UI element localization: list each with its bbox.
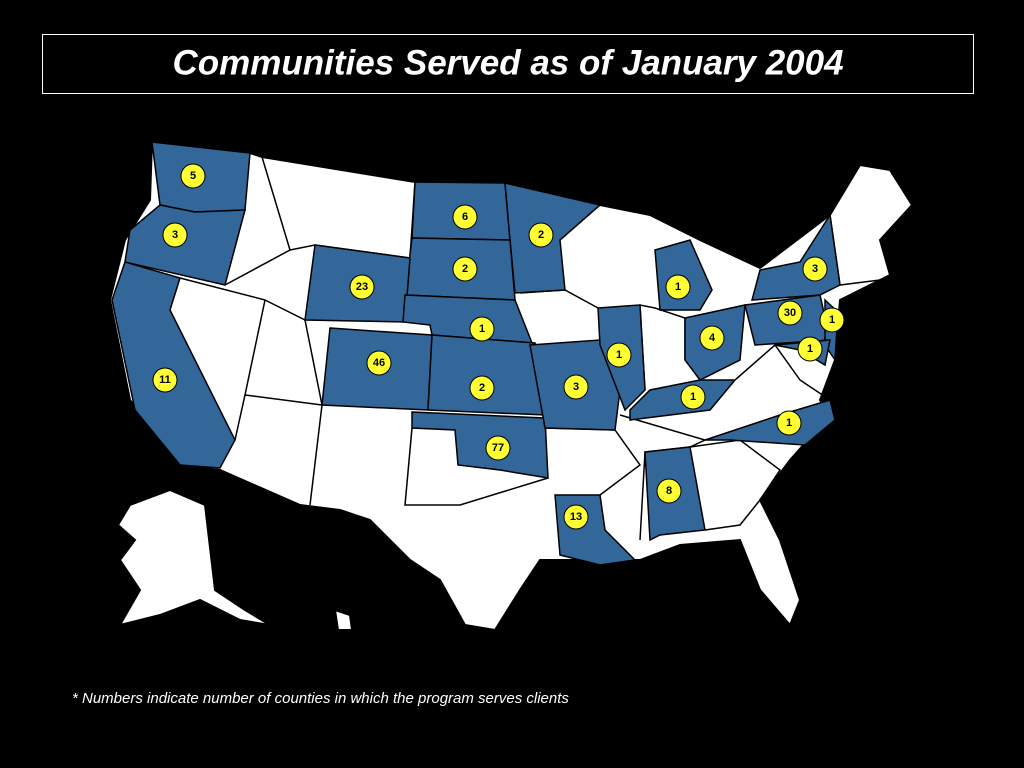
border: [244, 299, 323, 406]
title-box: [42, 34, 974, 94]
marker-label: 6: [462, 211, 468, 223]
border: [309, 404, 323, 506]
marker-badge: [162, 222, 188, 248]
marker-label: 11: [159, 374, 171, 386]
us-map: [108, 140, 914, 632]
marker-badge: [469, 316, 495, 342]
marker-label: 3: [573, 381, 579, 393]
border: [404, 427, 549, 506]
marker-badge: [699, 325, 725, 351]
marker-badge: [680, 384, 706, 410]
marker-label: 77: [492, 442, 504, 454]
marker-badge: [776, 410, 802, 436]
marker-label: 4: [709, 332, 716, 344]
served-state: [111, 261, 236, 469]
marker-label: 2: [462, 263, 468, 275]
marker-label: 13: [570, 511, 582, 523]
alaska: [116, 488, 271, 627]
marker-label: 1: [675, 281, 681, 293]
marker-label: 2: [479, 382, 485, 394]
marker-badge: [366, 350, 392, 376]
marker-label: 8: [666, 485, 672, 497]
marker-label: 2: [538, 229, 544, 241]
marker-label: 23: [356, 281, 368, 293]
border: [689, 439, 782, 501]
marker-label: 30: [784, 307, 796, 319]
marker-badge: [819, 307, 845, 333]
marker-label: 1: [479, 323, 485, 335]
marker-badge: [777, 300, 803, 326]
marker-badge: [797, 336, 823, 362]
hawaii: [333, 608, 354, 631]
marker-badge: [656, 478, 682, 504]
marker-badge: [528, 222, 554, 248]
marker-badge: [152, 367, 178, 393]
marker-label: 1: [807, 343, 813, 355]
marker-label: 1: [829, 314, 835, 326]
marker-badge: [606, 342, 632, 368]
marker-badge: [485, 435, 511, 461]
border: [704, 499, 761, 531]
marker-label: 1: [616, 349, 622, 361]
marker-badge: [665, 274, 691, 300]
marker-badge: [563, 504, 589, 530]
served-state: [427, 334, 546, 416]
marker-badge: [802, 256, 828, 282]
footnote: * Numbers indicate number of counties in…: [72, 690, 569, 707]
marker-badge: [469, 375, 495, 401]
marker-label: 5: [190, 170, 196, 182]
marker-label: 1: [690, 391, 696, 403]
served-state: [124, 204, 246, 286]
marker-label: 3: [812, 263, 818, 275]
border: [179, 277, 266, 441]
marker-label: 1: [786, 417, 792, 429]
marker-label: 46: [373, 357, 385, 369]
border: [734, 343, 831, 401]
marker-badge: [563, 374, 589, 400]
marker-badge: [180, 163, 206, 189]
marker-badge: [349, 274, 375, 300]
marker-badge: [452, 256, 478, 282]
marker-label: 3: [172, 229, 178, 241]
title: Communities Served as of January 2004: [172, 43, 843, 82]
marker-badge: [452, 204, 478, 230]
